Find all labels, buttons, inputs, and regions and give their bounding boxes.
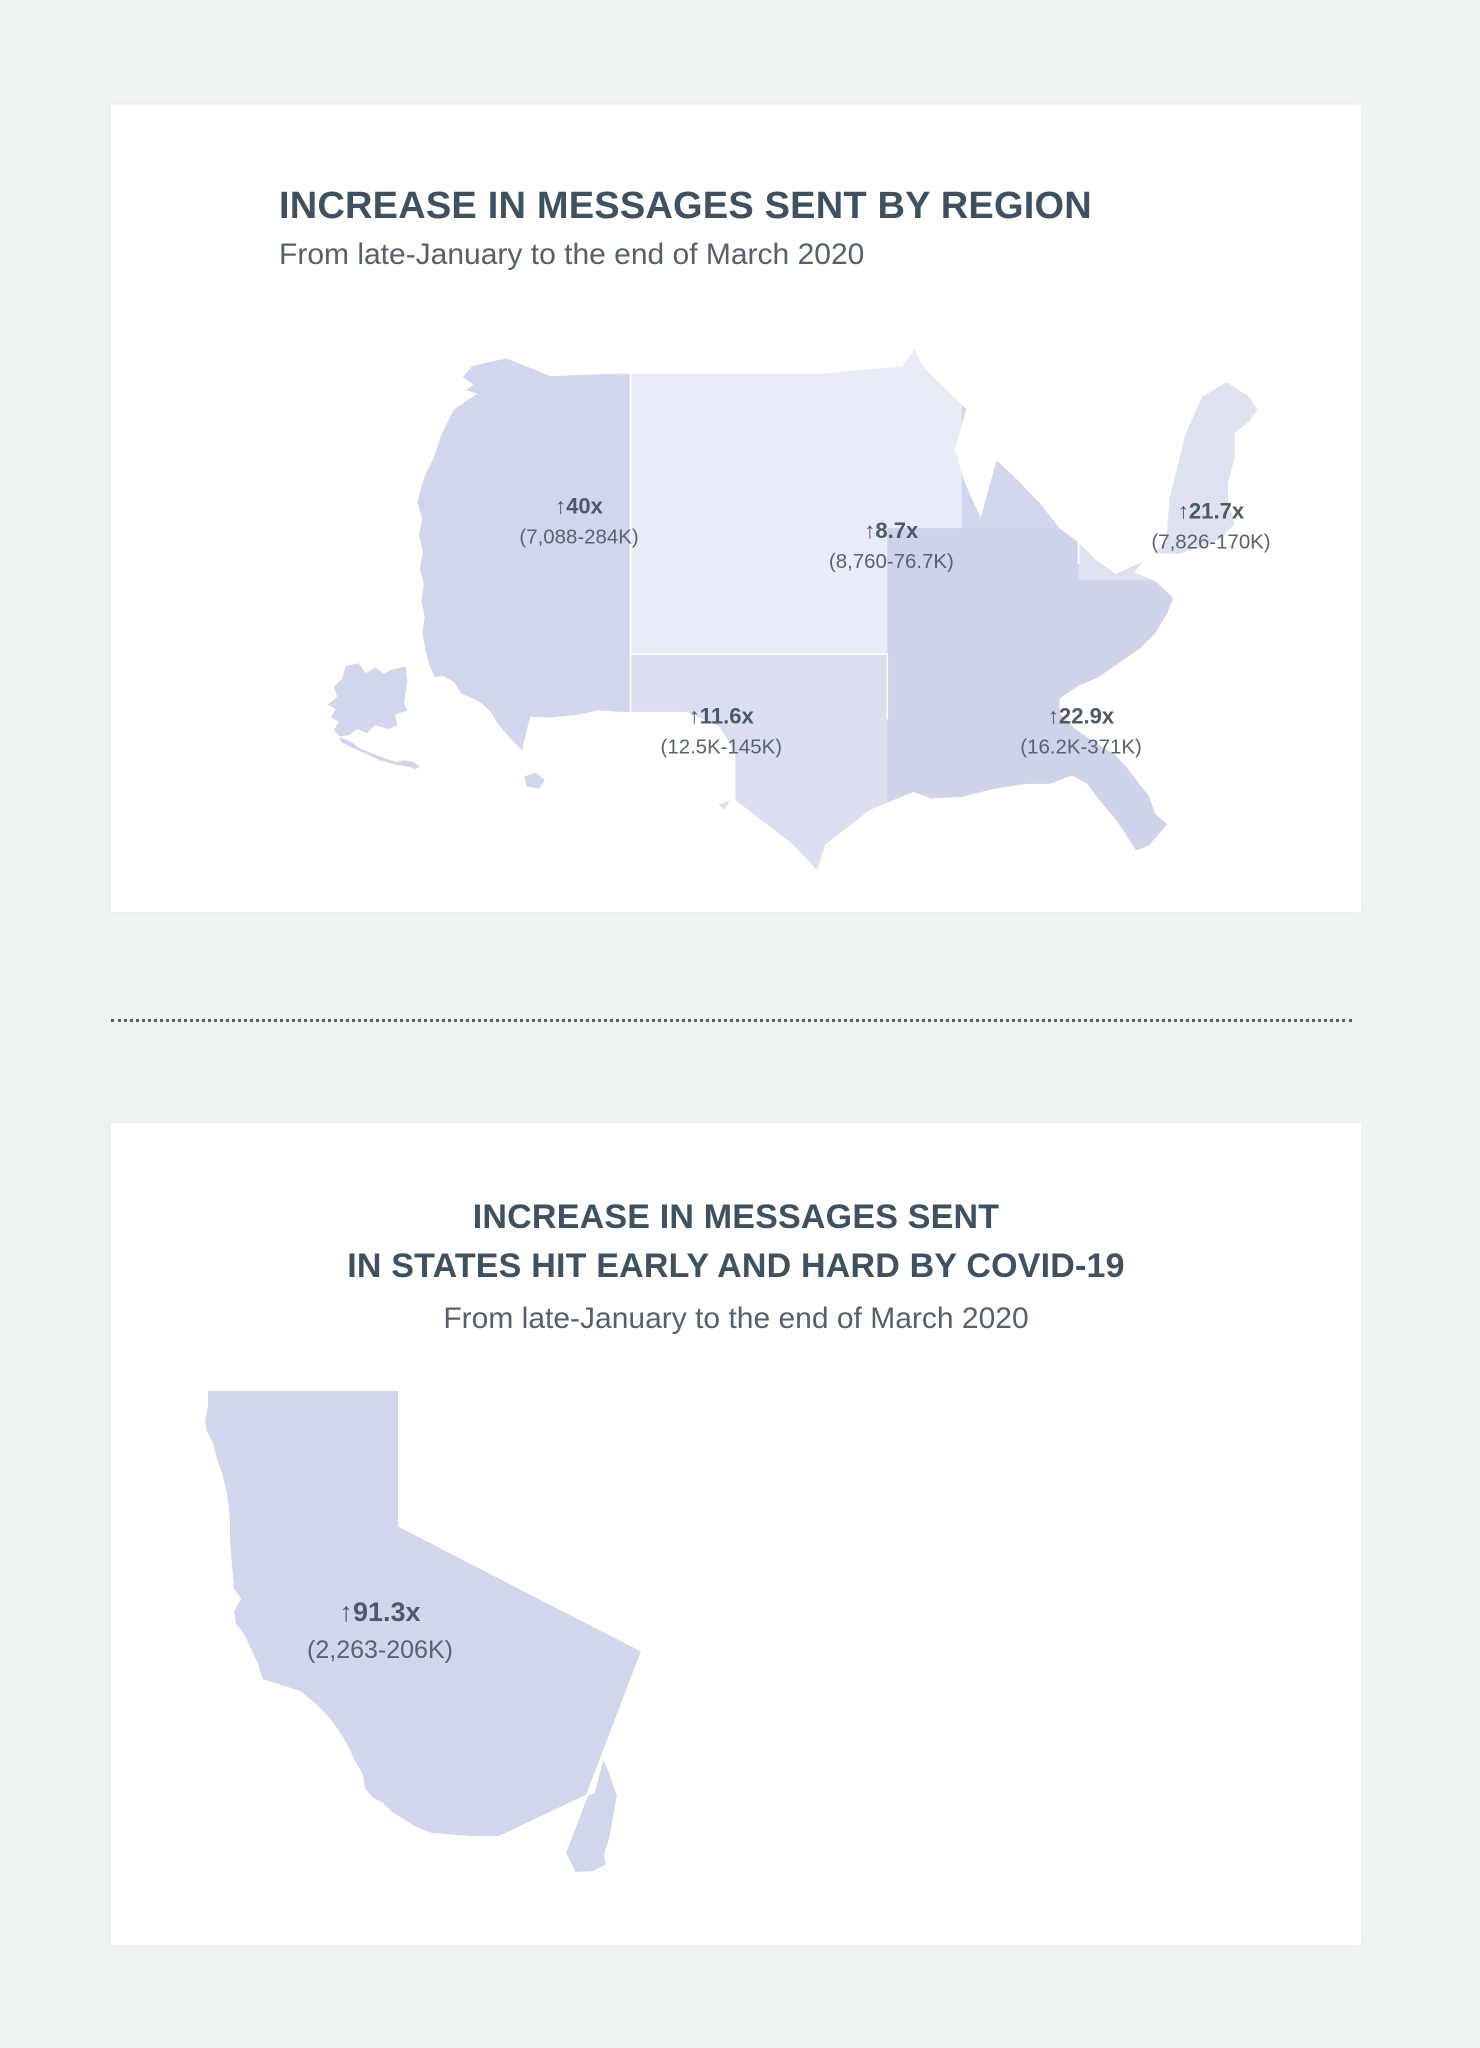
svg-text:↑22.9x: ↑22.9x [1048,703,1115,728]
svg-text:↑11.6x: ↑11.6x [689,703,755,728]
svg-text:↑91.3x: ↑91.3x [339,1597,420,1627]
svg-text:(8,760-76.7K): (8,760-76.7K) [829,551,954,573]
svg-text:(2,263-206K): (2,263-206K) [307,1636,453,1664]
svg-text:↑40x: ↑40x [555,493,604,518]
svg-text:(7,088-284K): (7,088-284K) [519,527,638,549]
svg-text:↑8.7x: ↑8.7x [864,518,919,543]
svg-text:(16.2K-371K): (16.2K-371K) [1020,737,1141,759]
svg-text:(7,826-170K): (7,826-170K) [1151,532,1270,554]
svg-text:(12.5K-145K): (12.5K-145K) [661,737,782,759]
svg-text:↑21.7x: ↑21.7x [1178,498,1245,523]
